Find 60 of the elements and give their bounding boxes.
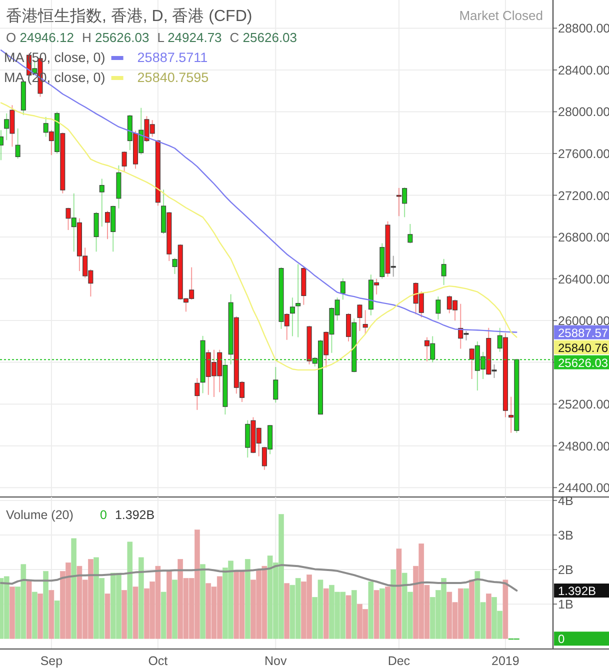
line-series bbox=[0, 564, 518, 592]
bar bbox=[10, 586, 15, 639]
bar bbox=[502, 580, 508, 639]
bar bbox=[379, 588, 385, 639]
bar bbox=[160, 592, 166, 639]
bar bbox=[138, 557, 144, 639]
x-tick-label: Nov bbox=[264, 654, 288, 668]
bar bbox=[54, 600, 60, 639]
text: 25840.76 bbox=[558, 340, 608, 355]
x-tick-label: Dec bbox=[388, 654, 410, 668]
bar bbox=[200, 564, 206, 639]
bar bbox=[132, 586, 138, 639]
text: Volume (20) bbox=[6, 508, 74, 522]
annotation: H 25626.03 bbox=[82, 30, 150, 45]
x-tick-label: 2019 bbox=[492, 654, 520, 668]
bar bbox=[284, 583, 290, 639]
bar bbox=[385, 586, 390, 639]
bar bbox=[469, 580, 474, 639]
bar bbox=[38, 594, 43, 639]
bar bbox=[48, 590, 54, 639]
bar bbox=[244, 559, 250, 639]
bar bbox=[26, 580, 32, 639]
bar bbox=[368, 581, 374, 639]
text: 香港恒生指数, 香港, D, 香港 (CFD) bbox=[6, 7, 252, 25]
x-tick-label: Oct bbox=[148, 654, 168, 668]
ref-line-label: 25626.03 bbox=[558, 356, 608, 370]
bar bbox=[464, 588, 469, 639]
bar bbox=[122, 590, 127, 639]
bar bbox=[166, 571, 172, 639]
bar bbox=[346, 595, 352, 639]
annotation: L 24924.73 bbox=[157, 30, 222, 45]
y-tick-label: 3B bbox=[558, 528, 574, 542]
bar bbox=[32, 592, 38, 639]
text: 25887.57 bbox=[558, 326, 608, 340]
y-tick-label: 4B bbox=[558, 494, 574, 508]
annotation: Market Closed bbox=[459, 8, 543, 23]
text: 0 bbox=[558, 632, 565, 646]
bar bbox=[4, 576, 10, 639]
bar bbox=[323, 588, 329, 639]
annotation: C 25626.03 bbox=[230, 30, 298, 45]
annotation: 25840.7595 bbox=[137, 70, 209, 85]
bar bbox=[390, 569, 396, 639]
line-series bbox=[0, 102, 518, 371]
bar bbox=[172, 580, 178, 639]
bar bbox=[104, 594, 110, 639]
y-tick-label: 1B bbox=[558, 598, 574, 612]
bar bbox=[351, 590, 357, 639]
bar bbox=[127, 542, 133, 639]
bar bbox=[43, 571, 48, 639]
bar bbox=[486, 594, 492, 639]
x-tick-label: Sep bbox=[40, 654, 63, 668]
bar bbox=[396, 548, 402, 639]
annotation: O 24946.12 bbox=[6, 30, 74, 45]
annotation: 25887.5711 bbox=[137, 50, 208, 65]
bar bbox=[71, 538, 77, 639]
annotation: 0 bbox=[100, 508, 107, 522]
annotation: 1.392B bbox=[114, 508, 155, 522]
y-tick-label: 2B bbox=[558, 563, 574, 578]
bar bbox=[374, 590, 380, 639]
text: 1.392B bbox=[558, 584, 596, 598]
